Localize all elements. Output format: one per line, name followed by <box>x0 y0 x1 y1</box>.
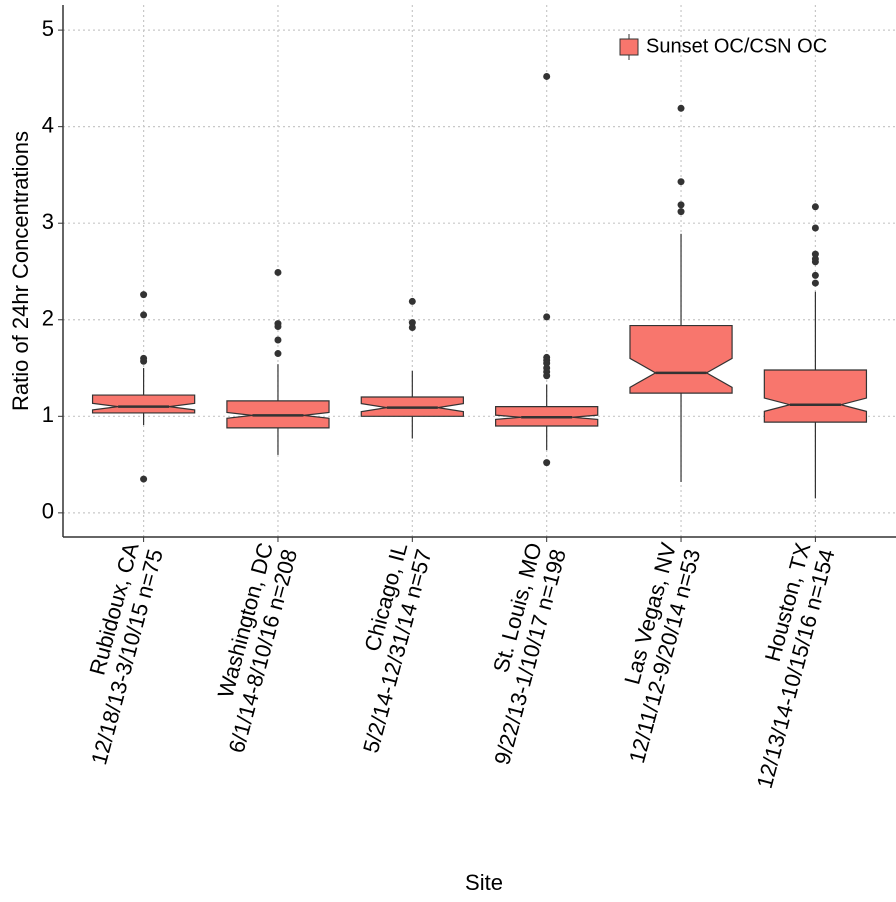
outlier <box>408 323 416 331</box>
outlier <box>543 372 551 380</box>
x-tick-label: Rubidoux, CA12/18/13-3/10/15 n=75 <box>62 540 168 768</box>
outlier <box>677 201 685 209</box>
outlier <box>811 203 819 211</box>
outlier <box>811 258 819 266</box>
outlier <box>543 359 551 367</box>
box <box>91 394 196 414</box>
x-tick-label: Houston, TX12/13/14-10/15/16 n=154 <box>727 540 839 791</box>
outlier <box>140 475 148 483</box>
y-tick-label: 2 <box>42 306 54 331</box>
outlier <box>677 104 685 112</box>
outlier <box>543 313 551 321</box>
y-tick-label: 3 <box>42 209 54 234</box>
outlier <box>811 279 819 287</box>
outlier <box>274 350 282 358</box>
legend-label: Sunset OC/CSN OC <box>646 35 827 57</box>
legend-key <box>619 38 639 56</box>
outlier <box>140 311 148 319</box>
x-tick-label: Washington, DC6/1/14-8/10/16 n=208 <box>199 540 302 756</box>
outlier <box>811 250 819 258</box>
outlier <box>140 291 148 299</box>
outlier <box>543 459 551 467</box>
x-tick-label: St. Louis, MO9/22/13-1/10/17 n=198 <box>465 540 571 767</box>
box <box>629 324 733 394</box>
box <box>763 369 868 423</box>
y-tick-label: 4 <box>42 112 54 137</box>
x-tick-label: Las Vegas, NV12/11/12-9/20/14 n=53 <box>600 540 705 766</box>
outlier <box>408 297 416 305</box>
y-axis-label: Ratio of 24hr Concentrations <box>8 131 33 411</box>
y-tick-label: 5 <box>42 16 54 41</box>
y-tick-label: 0 <box>42 499 54 524</box>
x-axis-label: Site <box>465 870 503 895</box>
outlier <box>677 178 685 186</box>
outlier <box>543 72 551 80</box>
outlier <box>140 357 148 365</box>
x-tick-label: Chicago, IL5/2/14-12/31/14 n=57 <box>334 540 437 756</box>
outlier <box>677 208 685 216</box>
outlier <box>274 268 282 276</box>
outlier <box>274 323 282 331</box>
outlier <box>811 224 819 232</box>
outlier <box>811 271 819 279</box>
outlier <box>274 336 282 344</box>
outlier <box>408 319 416 327</box>
y-tick-label: 1 <box>42 402 54 427</box>
